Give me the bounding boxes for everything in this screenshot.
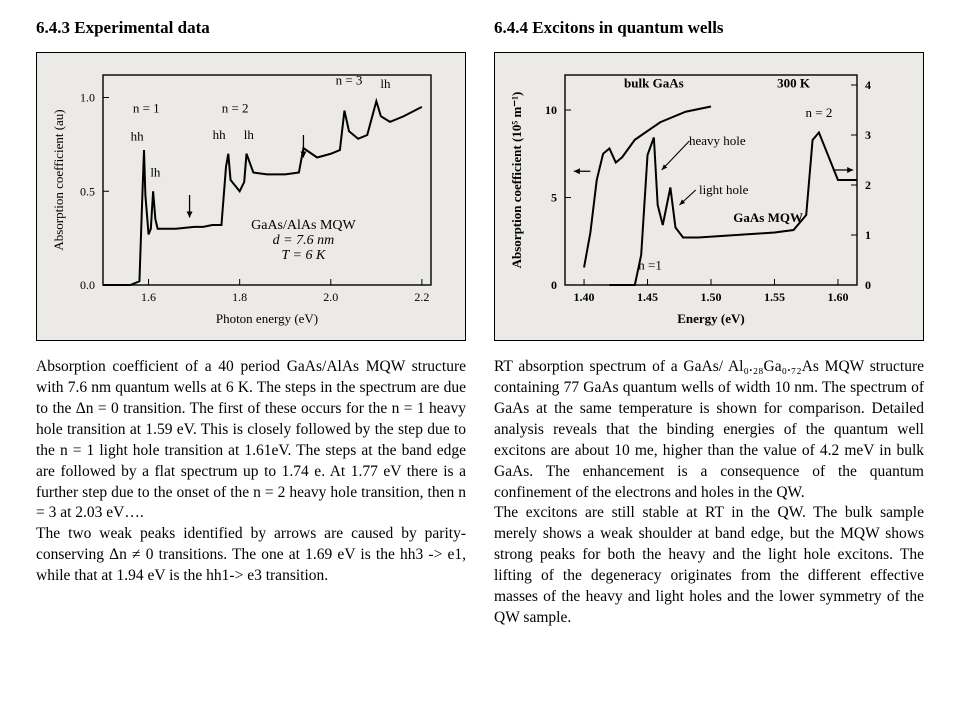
svg-text:T = 6 K: T = 6 K [282,248,326,263]
svg-text:bulk GaAs: bulk GaAs [624,75,684,90]
svg-text:GaAs MQW: GaAs MQW [733,210,803,225]
svg-text:2: 2 [865,178,871,192]
chart-left: 1.6 1.8 2.0 2.2 0.0 0.5 1.0 Photon energy (eV) A… [47,61,443,329]
svg-text:1.40: 1.40 [574,290,595,304]
svg-text:2.0: 2.0 [323,290,338,304]
svg-text:2.2: 2.2 [414,290,429,304]
svg-text:0: 0 [551,278,557,292]
svg-text:hh: hh [213,127,227,142]
section-title-right: 6.4.4 Excitons in quantum wells [494,18,924,38]
svg-text:0: 0 [865,278,871,292]
svg-text:1.0: 1.0 [80,91,95,105]
svg-text:1.6: 1.6 [141,290,156,304]
figure-right: 1.40 1.45 1.50 1.55 1.60 0 5 10 0 1 2 3 4 Energy (eV)… [494,52,924,341]
svg-text:3: 3 [865,128,871,142]
svg-text:Absorption coefficient (10⁵ m⁻: Absorption coefficient (10⁵ m⁻¹) [509,92,524,269]
svg-text:n = 3: n = 3 [336,72,363,87]
svg-text:hh: hh [131,129,145,144]
svg-text:0.5: 0.5 [80,184,95,198]
chart-right: 1.40 1.45 1.50 1.55 1.60 0 5 10 0 1 2 3 4 Energy (eV)… [505,61,901,329]
svg-text:light hole: light hole [699,182,749,197]
svg-text:5: 5 [551,191,557,205]
section-title-left: 6.4.3 Experimental data [36,18,466,38]
svg-text:10: 10 [545,103,557,117]
svg-text:300 K: 300 K [777,75,811,90]
svg-text:Absorption coefficient (au): Absorption coefficient (au) [51,109,66,250]
svg-text:1.45: 1.45 [637,290,658,304]
svg-text:n = 1: n = 1 [133,101,160,116]
svg-text:n = 2: n = 2 [805,105,832,120]
svg-text:heavy hole: heavy hole [689,133,746,148]
svg-text:1.55: 1.55 [764,290,785,304]
svg-text:Energy (eV): Energy (eV) [677,311,745,326]
svg-text:GaAs/AlAs MQW: GaAs/AlAs MQW [251,218,356,233]
caption-left: Absorption coefficient of a 40 period Ga… [36,357,466,587]
svg-text:n =1: n =1 [638,257,662,272]
svg-text:0.0: 0.0 [80,278,95,292]
svg-text:n = 2: n = 2 [222,101,249,116]
svg-text:1.50: 1.50 [701,290,722,304]
svg-text:Photon energy (eV): Photon energy (eV) [216,311,318,326]
svg-text:lh: lh [150,164,161,179]
svg-text:lh: lh [244,127,255,142]
svg-text:1.8: 1.8 [232,290,247,304]
figure-left: 1.6 1.8 2.0 2.2 0.0 0.5 1.0 Photon energy (eV) A… [36,52,466,341]
caption-right: RT absorption spectrum of a GaAs/ Al₀.₂₈… [494,357,924,629]
svg-text:d = 7.6 nm: d = 7.6 nm [273,233,335,248]
svg-text:4: 4 [865,78,871,92]
svg-text:1: 1 [865,228,871,242]
svg-text:1.60: 1.60 [827,290,848,304]
svg-text:lh: lh [380,76,391,91]
